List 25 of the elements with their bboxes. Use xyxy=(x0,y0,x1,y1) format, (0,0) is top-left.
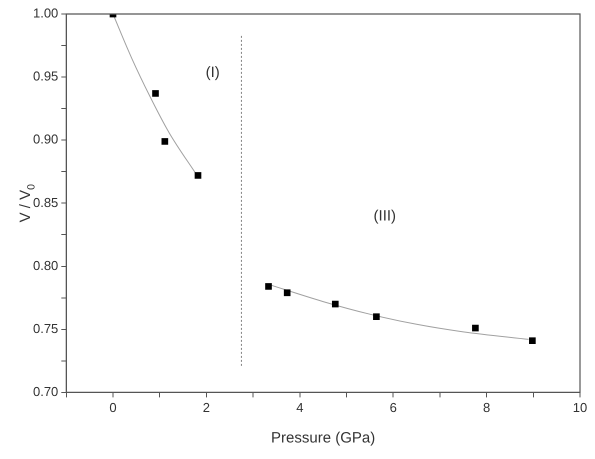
point xyxy=(194,172,202,179)
y-tick-label: 1.00 xyxy=(32,6,58,21)
x-tick-label: 6 xyxy=(390,400,397,415)
point xyxy=(472,324,479,332)
point xyxy=(152,90,159,97)
y-tick-label: 0.75 xyxy=(32,320,58,336)
x-tick-label: 4 xyxy=(296,400,304,415)
annotation: (III) xyxy=(374,208,396,225)
x-tick-label: 2 xyxy=(202,400,210,415)
point xyxy=(332,300,339,308)
x-axis-title: Pressure (GPa) xyxy=(271,429,376,446)
point xyxy=(529,337,536,344)
y-tick-label: 0.70 xyxy=(32,384,58,399)
y-tick-label: 0.90 xyxy=(32,132,58,147)
x-tick-label: 8 xyxy=(482,400,490,415)
y-tick-label: 0.85 xyxy=(32,194,58,210)
y-tick-label: 0.80 xyxy=(32,258,58,273)
x-tick-label: 10 xyxy=(572,400,588,415)
x-tick-label: 0 xyxy=(109,400,117,415)
y-tick-label: 0.95 xyxy=(32,68,58,84)
point xyxy=(373,313,380,320)
annotation: (I) xyxy=(206,64,220,81)
point xyxy=(162,138,168,145)
point xyxy=(265,283,272,290)
point xyxy=(284,289,291,296)
